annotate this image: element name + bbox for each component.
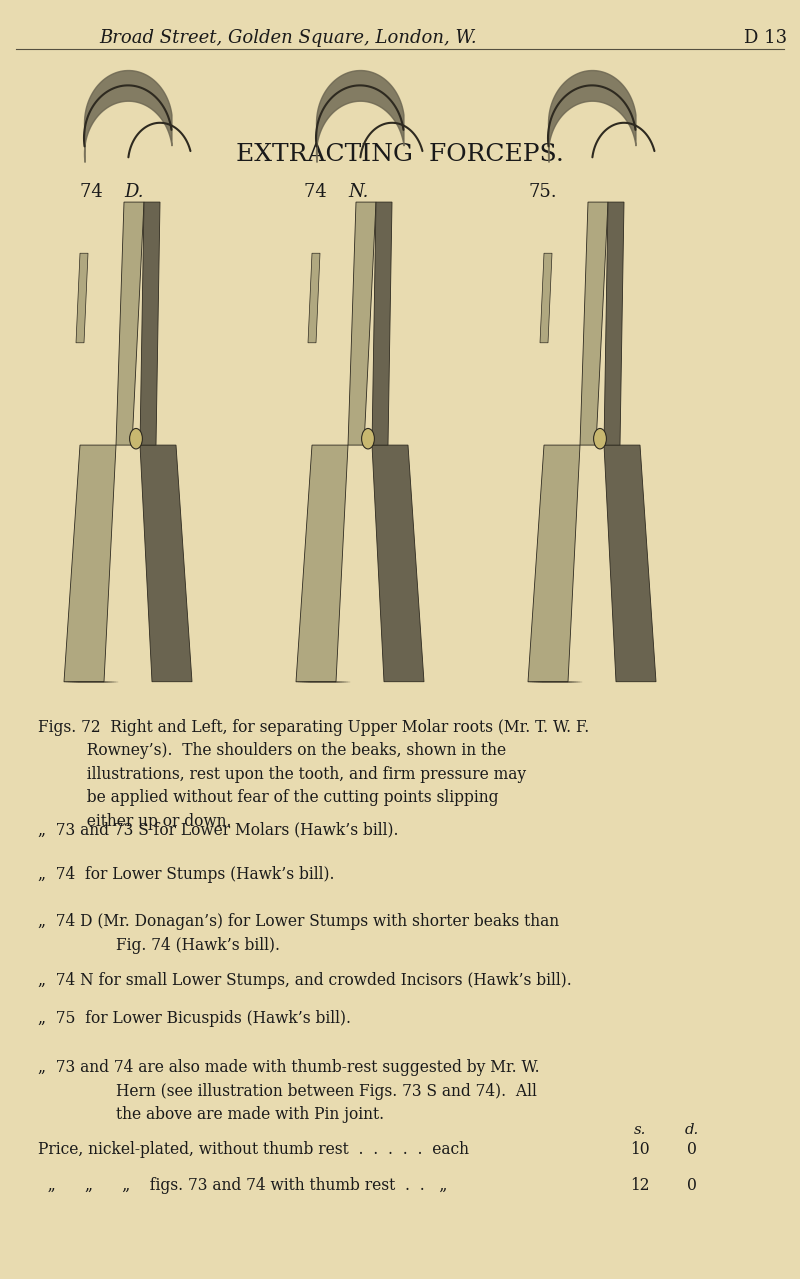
Text: 12: 12 [630, 1177, 650, 1193]
Text: Broad Street, Golden Square, London, W.: Broad Street, Golden Square, London, W. [99, 29, 477, 47]
Text: d.: d. [685, 1123, 699, 1137]
Polygon shape [372, 202, 392, 445]
Text: „  75  for Lower Bicuspids (Hawk’s bill).: „ 75 for Lower Bicuspids (Hawk’s bill). [38, 1010, 351, 1027]
Text: 0: 0 [687, 1177, 697, 1193]
Text: „  74  for Lower Stumps (Hawk’s bill).: „ 74 for Lower Stumps (Hawk’s bill). [38, 866, 335, 883]
Text: D 13: D 13 [744, 29, 787, 47]
Circle shape [594, 428, 606, 449]
Text: N.: N. [348, 183, 368, 201]
Text: Figs. 72  Right and Left, for separating Upper Molar roots (Mr. T. W. F.
       : Figs. 72 Right and Left, for separating … [38, 719, 590, 830]
Polygon shape [348, 202, 376, 445]
Text: 75.: 75. [528, 183, 557, 201]
Text: 74: 74 [304, 183, 333, 201]
Polygon shape [540, 253, 552, 343]
Text: 10: 10 [630, 1141, 650, 1157]
Polygon shape [116, 202, 144, 445]
Circle shape [130, 428, 142, 449]
Text: D.: D. [124, 183, 143, 201]
Text: „  73 and 73 S for Lower Molars (Hawk’s bill).: „ 73 and 73 S for Lower Molars (Hawk’s b… [38, 821, 399, 838]
Polygon shape [140, 445, 192, 682]
Text: 0: 0 [687, 1141, 697, 1157]
Polygon shape [296, 445, 348, 682]
Polygon shape [76, 253, 88, 343]
Text: 74: 74 [80, 183, 109, 201]
Polygon shape [140, 202, 160, 445]
Polygon shape [528, 445, 580, 682]
Text: „  73 and 74 are also made with thumb-rest suggested by Mr. W.
                H: „ 73 and 74 are also made with thumb-res… [38, 1059, 540, 1123]
Circle shape [362, 428, 374, 449]
Text: Price, nickel-plated, without thumb rest  .  .  .  .  .  each: Price, nickel-plated, without thumb rest… [38, 1141, 470, 1157]
Polygon shape [604, 202, 624, 445]
Polygon shape [308, 253, 320, 343]
Bar [8, 192, 792, 697]
Text: „  74 N for small Lower Stumps, and crowded Incisors (Hawk’s bill).: „ 74 N for small Lower Stumps, and crowd… [38, 972, 572, 989]
Text: „  74 D (Mr. Donagan’s) for Lower Stumps with shorter beaks than
               : „ 74 D (Mr. Donagan’s) for Lower Stumps … [38, 913, 559, 954]
Text: EXTRACTING  FORCEPS.: EXTRACTING FORCEPS. [236, 143, 564, 166]
Polygon shape [604, 445, 656, 682]
Polygon shape [64, 445, 116, 682]
Text: „      „      „    figs. 73 and 74 with thumb rest  .  .   „: „ „ „ figs. 73 and 74 with thumb rest . … [38, 1177, 448, 1193]
Text: s.: s. [634, 1123, 646, 1137]
Polygon shape [580, 202, 608, 445]
Polygon shape [372, 445, 424, 682]
